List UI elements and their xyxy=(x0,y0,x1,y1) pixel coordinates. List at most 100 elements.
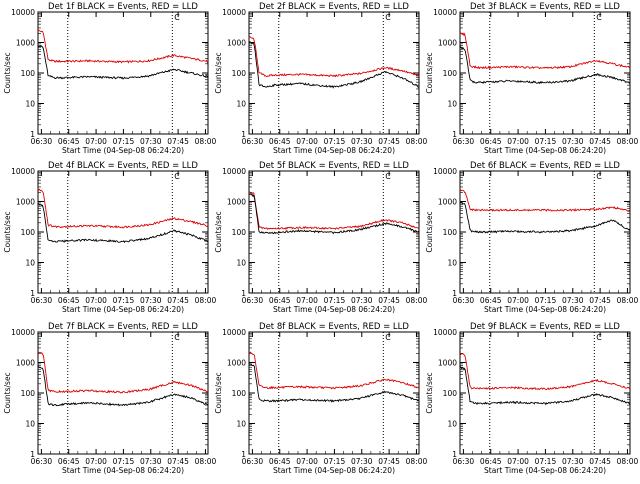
y-tick-label: 10000 xyxy=(222,167,246,176)
panel-title: Det 6f BLACK = Events, RED = LLD xyxy=(470,161,620,171)
x-axis-label: Start Time (04-Sep-08 06:24:20) xyxy=(484,146,606,155)
y-tick-label: 10000 xyxy=(433,8,457,17)
x-tick-label: 07:45 xyxy=(589,296,611,305)
x-tick-label: 07:00 xyxy=(85,457,107,466)
lld-series-line xyxy=(248,191,420,230)
y-tick-label: 100 xyxy=(232,69,247,78)
axis-frame xyxy=(248,11,420,135)
x-tick-label: 07:30 xyxy=(351,296,373,305)
x-tick-label: 07:30 xyxy=(351,137,373,146)
y-tick-label: 100 xyxy=(21,389,36,398)
y-tick-label: 100 xyxy=(232,389,247,398)
y-tick-label: 1000 xyxy=(227,359,246,368)
axis-frame xyxy=(37,11,209,135)
interval-marker: C xyxy=(385,333,391,342)
x-tick-label: 06:45 xyxy=(58,137,80,146)
x-tick-label: 07:00 xyxy=(296,137,318,146)
plot-panel-3: Det 3f BLACK = Events, RED = LLD 1 10 100 10… xyxy=(425,2,638,155)
interval-marker: C xyxy=(596,333,602,342)
x-tick-label: 07:30 xyxy=(351,457,373,466)
x-tick-label: 07:45 xyxy=(167,137,189,146)
plot-panel-8: Det 8f BLACK = Events, RED = LLD 1 10 100 10… xyxy=(214,322,427,475)
y-axis-label: Counts/sec xyxy=(3,372,12,413)
x-tick-label: 06:45 xyxy=(480,296,502,305)
x-tick-label: 07:00 xyxy=(296,457,318,466)
interval-marker: C xyxy=(174,13,180,22)
events-series-line xyxy=(37,45,209,80)
x-tick-label: 07:15 xyxy=(324,296,346,305)
axis-frame xyxy=(248,331,420,455)
x-tick-label: 07:15 xyxy=(324,457,346,466)
plot-panel-7: Det 7f BLACK = Events, RED = LLD 1 10 100 10… xyxy=(3,322,216,475)
y-tick-label: 10 xyxy=(447,420,457,429)
plot-panel-5: Det 5f BLACK = Events, RED = LLD 1 10 100 10… xyxy=(214,161,427,314)
interval-marker: C xyxy=(174,333,180,342)
x-tick-label: 07:30 xyxy=(140,457,162,466)
lld-series-line xyxy=(459,32,631,70)
y-tick-label: 100 xyxy=(21,228,36,237)
y-axis-label: Counts/sec xyxy=(425,52,434,93)
x-tick-label: 06:45 xyxy=(269,296,291,305)
panel-title: Det 4f BLACK = Events, RED = LLD xyxy=(48,161,198,171)
y-axis-label: Counts/sec xyxy=(214,211,223,252)
y-tick-label: 1 xyxy=(452,450,457,459)
panel-title: Det 5f BLACK = Events, RED = LLD xyxy=(259,161,409,171)
x-tick-label: 06:30 xyxy=(453,457,475,466)
x-axis-label: Start Time (04-Sep-08 06:24:20) xyxy=(484,466,606,475)
y-tick-label: 10 xyxy=(447,100,457,109)
y-tick-label: 1 xyxy=(30,130,35,139)
x-tick-label: 06:30 xyxy=(242,296,264,305)
x-axis-label: Start Time (04-Sep-08 06:24:20) xyxy=(273,146,395,155)
events-series-line xyxy=(37,365,209,407)
interval-marker: C xyxy=(385,13,391,22)
axis-frame xyxy=(459,11,631,135)
lld-series-line xyxy=(37,188,209,229)
x-tick-label: 08:00 xyxy=(195,137,217,146)
x-tick-label: 07:30 xyxy=(140,137,162,146)
x-tick-label: 07:15 xyxy=(113,296,135,305)
y-tick-label: 1 xyxy=(241,289,246,298)
x-tick-label: 08:00 xyxy=(617,137,639,146)
x-tick-label: 08:00 xyxy=(406,296,428,305)
y-tick-label: 10 xyxy=(236,420,246,429)
x-tick-label: 07:00 xyxy=(85,137,107,146)
y-tick-label: 1 xyxy=(241,450,246,459)
x-tick-label: 06:30 xyxy=(31,457,53,466)
x-tick-label: 07:00 xyxy=(85,296,107,305)
x-tick-label: 07:15 xyxy=(113,137,135,146)
y-tick-label: 10 xyxy=(25,420,35,429)
y-axis-label: Counts/sec xyxy=(3,52,12,93)
x-tick-label: 07:30 xyxy=(562,296,584,305)
x-tick-label: 07:45 xyxy=(167,457,189,466)
y-axis-label: Counts/sec xyxy=(214,52,223,93)
y-tick-label: 10 xyxy=(236,100,246,109)
x-axis-label: Start Time (04-Sep-08 06:24:20) xyxy=(273,305,395,314)
x-axis-label: Start Time (04-Sep-08 06:24:20) xyxy=(273,466,395,475)
lld-series-line xyxy=(248,36,420,78)
x-tick-label: 07:15 xyxy=(535,296,557,305)
y-tick-label: 10000 xyxy=(433,328,457,337)
y-tick-label: 10000 xyxy=(11,8,35,17)
events-series-line xyxy=(249,193,420,235)
y-tick-label: 1 xyxy=(30,450,35,459)
y-axis-label: Counts/sec xyxy=(3,211,12,252)
y-tick-label: 10 xyxy=(25,259,35,268)
y-tick-label: 100 xyxy=(21,69,36,78)
y-tick-label: 10 xyxy=(447,259,457,268)
panel-title: Det 8f BLACK = Events, RED = LLD xyxy=(259,322,409,332)
x-tick-label: 06:30 xyxy=(31,137,53,146)
panel-title: Det 2f BLACK = Events, RED = LLD xyxy=(259,2,409,12)
y-tick-label: 1000 xyxy=(16,39,35,48)
y-tick-label: 10000 xyxy=(222,8,246,17)
x-tick-label: 06:45 xyxy=(269,137,291,146)
x-tick-label: 07:30 xyxy=(562,457,584,466)
x-tick-label: 07:00 xyxy=(507,457,529,466)
x-tick-label: 07:45 xyxy=(378,296,400,305)
panel-title: Det 9f BLACK = Events, RED = LLD xyxy=(470,322,620,332)
y-tick-label: 100 xyxy=(443,228,458,237)
lld-series-line xyxy=(459,353,631,391)
x-axis-label: Start Time (04-Sep-08 06:24:20) xyxy=(62,466,184,475)
y-tick-label: 10000 xyxy=(222,328,246,337)
x-tick-label: 08:00 xyxy=(617,457,639,466)
